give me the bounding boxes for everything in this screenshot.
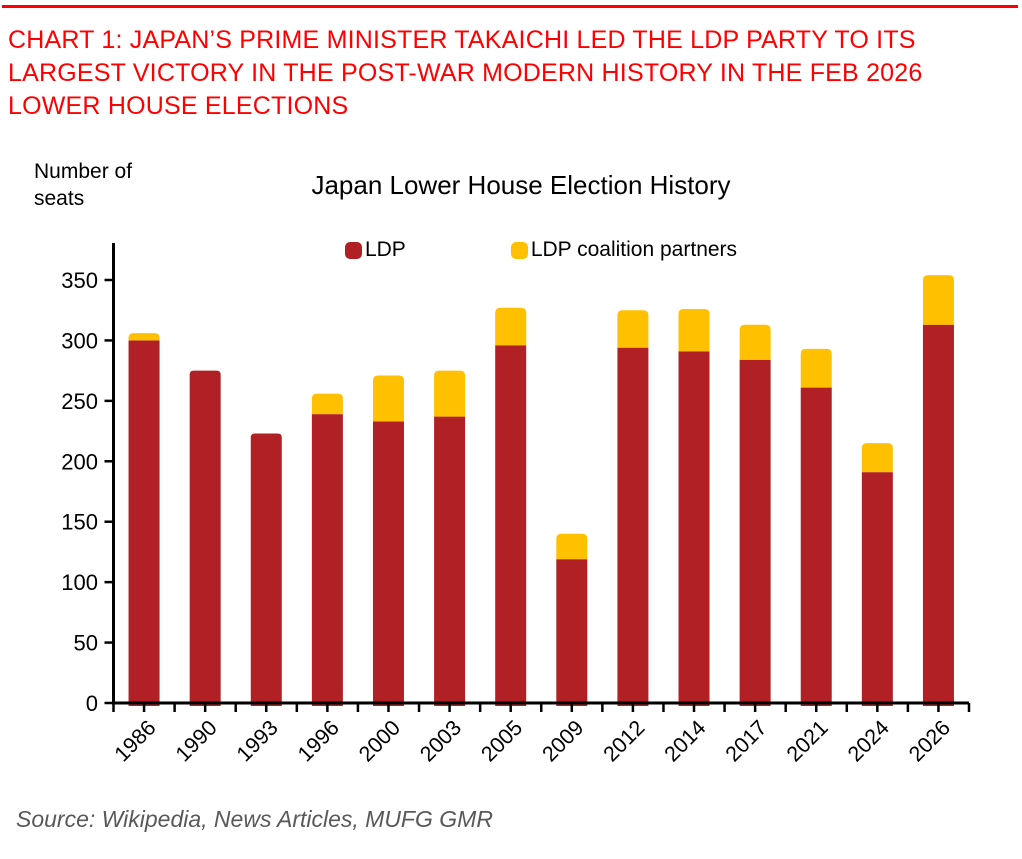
bar-coalition-partners-2021 [800, 348, 832, 388]
y-tick-label: 250 [61, 389, 98, 414]
x-tick-label-2014: 2014 [660, 716, 711, 767]
x-tick-label-2003: 2003 [415, 716, 466, 767]
bar-coalition-partners-1986 [128, 333, 160, 341]
y-tick-label: 200 [61, 449, 98, 474]
y-tick-label: 150 [61, 510, 98, 535]
bar-ldp-2009 [556, 559, 588, 706]
x-tick-label-1986: 1986 [110, 716, 161, 767]
legend-item-ldp: LDP [344, 238, 406, 262]
bar-ldp-2012 [617, 347, 649, 706]
bar-ldp-1990 [189, 370, 221, 706]
source-note: Source: Wikipedia, News Articles, MUFG G… [16, 806, 493, 832]
x-tick-label-1990: 1990 [171, 716, 222, 767]
bar-coalition-partners-2009 [556, 533, 588, 560]
bar-coalition-partners-2026 [922, 275, 954, 325]
x-tick-label-2005: 2005 [476, 716, 527, 767]
bar-coalition-partners-2017 [739, 324, 771, 360]
bar-coalition-partners-2000 [372, 375, 404, 422]
legend-label-ldp: LDP [364, 238, 406, 261]
chart-title: Japan Lower House Election History [311, 170, 731, 200]
x-tick-label-2009: 2009 [538, 716, 589, 767]
x-tick-label-2024: 2024 [843, 716, 894, 767]
y-tick-label: 100 [61, 570, 98, 595]
bar-coalition-partners-2014 [678, 309, 710, 352]
x-tick-label-2021: 2021 [782, 716, 833, 767]
bar-ldp-1993 [250, 433, 282, 706]
bar-ldp-2026 [922, 324, 954, 706]
bar-ldp-2005 [495, 345, 527, 706]
y-tick-label: 350 [61, 268, 98, 293]
legend-swatch-coalition-partners-icon [510, 241, 528, 259]
bar-ldp-2003 [434, 416, 466, 706]
x-tick-label-2026: 2026 [904, 716, 955, 767]
bar-coalition-partners-2012 [617, 310, 649, 348]
x-tick-label-2000: 2000 [354, 716, 405, 767]
x-tick-label-1993: 1993 [232, 716, 283, 767]
bar-ldp-1996 [311, 414, 343, 706]
bar-coalition-partners-2005 [495, 307, 527, 346]
y-tick-label: 0 [86, 691, 98, 716]
legend-swatch-ldp-icon [344, 241, 362, 259]
top-rule-divider [2, 5, 1018, 8]
bar-ldp-1986 [128, 340, 160, 706]
bar-ldp-2021 [800, 387, 832, 706]
bar-coalition-partners-1996 [311, 393, 343, 415]
bar-ldp-2014 [678, 351, 710, 706]
bar-coalition-partners-2024 [861, 443, 893, 473]
x-tick-label-1996: 1996 [293, 716, 344, 767]
x-tick-label-2012: 2012 [599, 716, 650, 767]
chart-legend: LDP LDP coalition partners [113, 238, 969, 262]
y-axis-unit-label: Number of seats [34, 160, 133, 210]
legend-item-coalition-partners: LDP coalition partners [510, 238, 738, 262]
bar-coalition-partners-2003 [434, 370, 466, 417]
bar-ldp-2017 [739, 359, 771, 706]
bar-ldp-2000 [372, 421, 404, 706]
x-tick-label-2017: 2017 [721, 716, 772, 767]
report-headline: CHART 1: JAPAN’S PRIME MINISTER TAKAICHI… [8, 26, 923, 120]
y-tick-label: 300 [61, 328, 98, 353]
y-tick-label: 50 [74, 631, 98, 656]
legend-label-coalition-partners: LDP coalition partners [530, 238, 738, 261]
bar-ldp-2024 [861, 472, 893, 706]
